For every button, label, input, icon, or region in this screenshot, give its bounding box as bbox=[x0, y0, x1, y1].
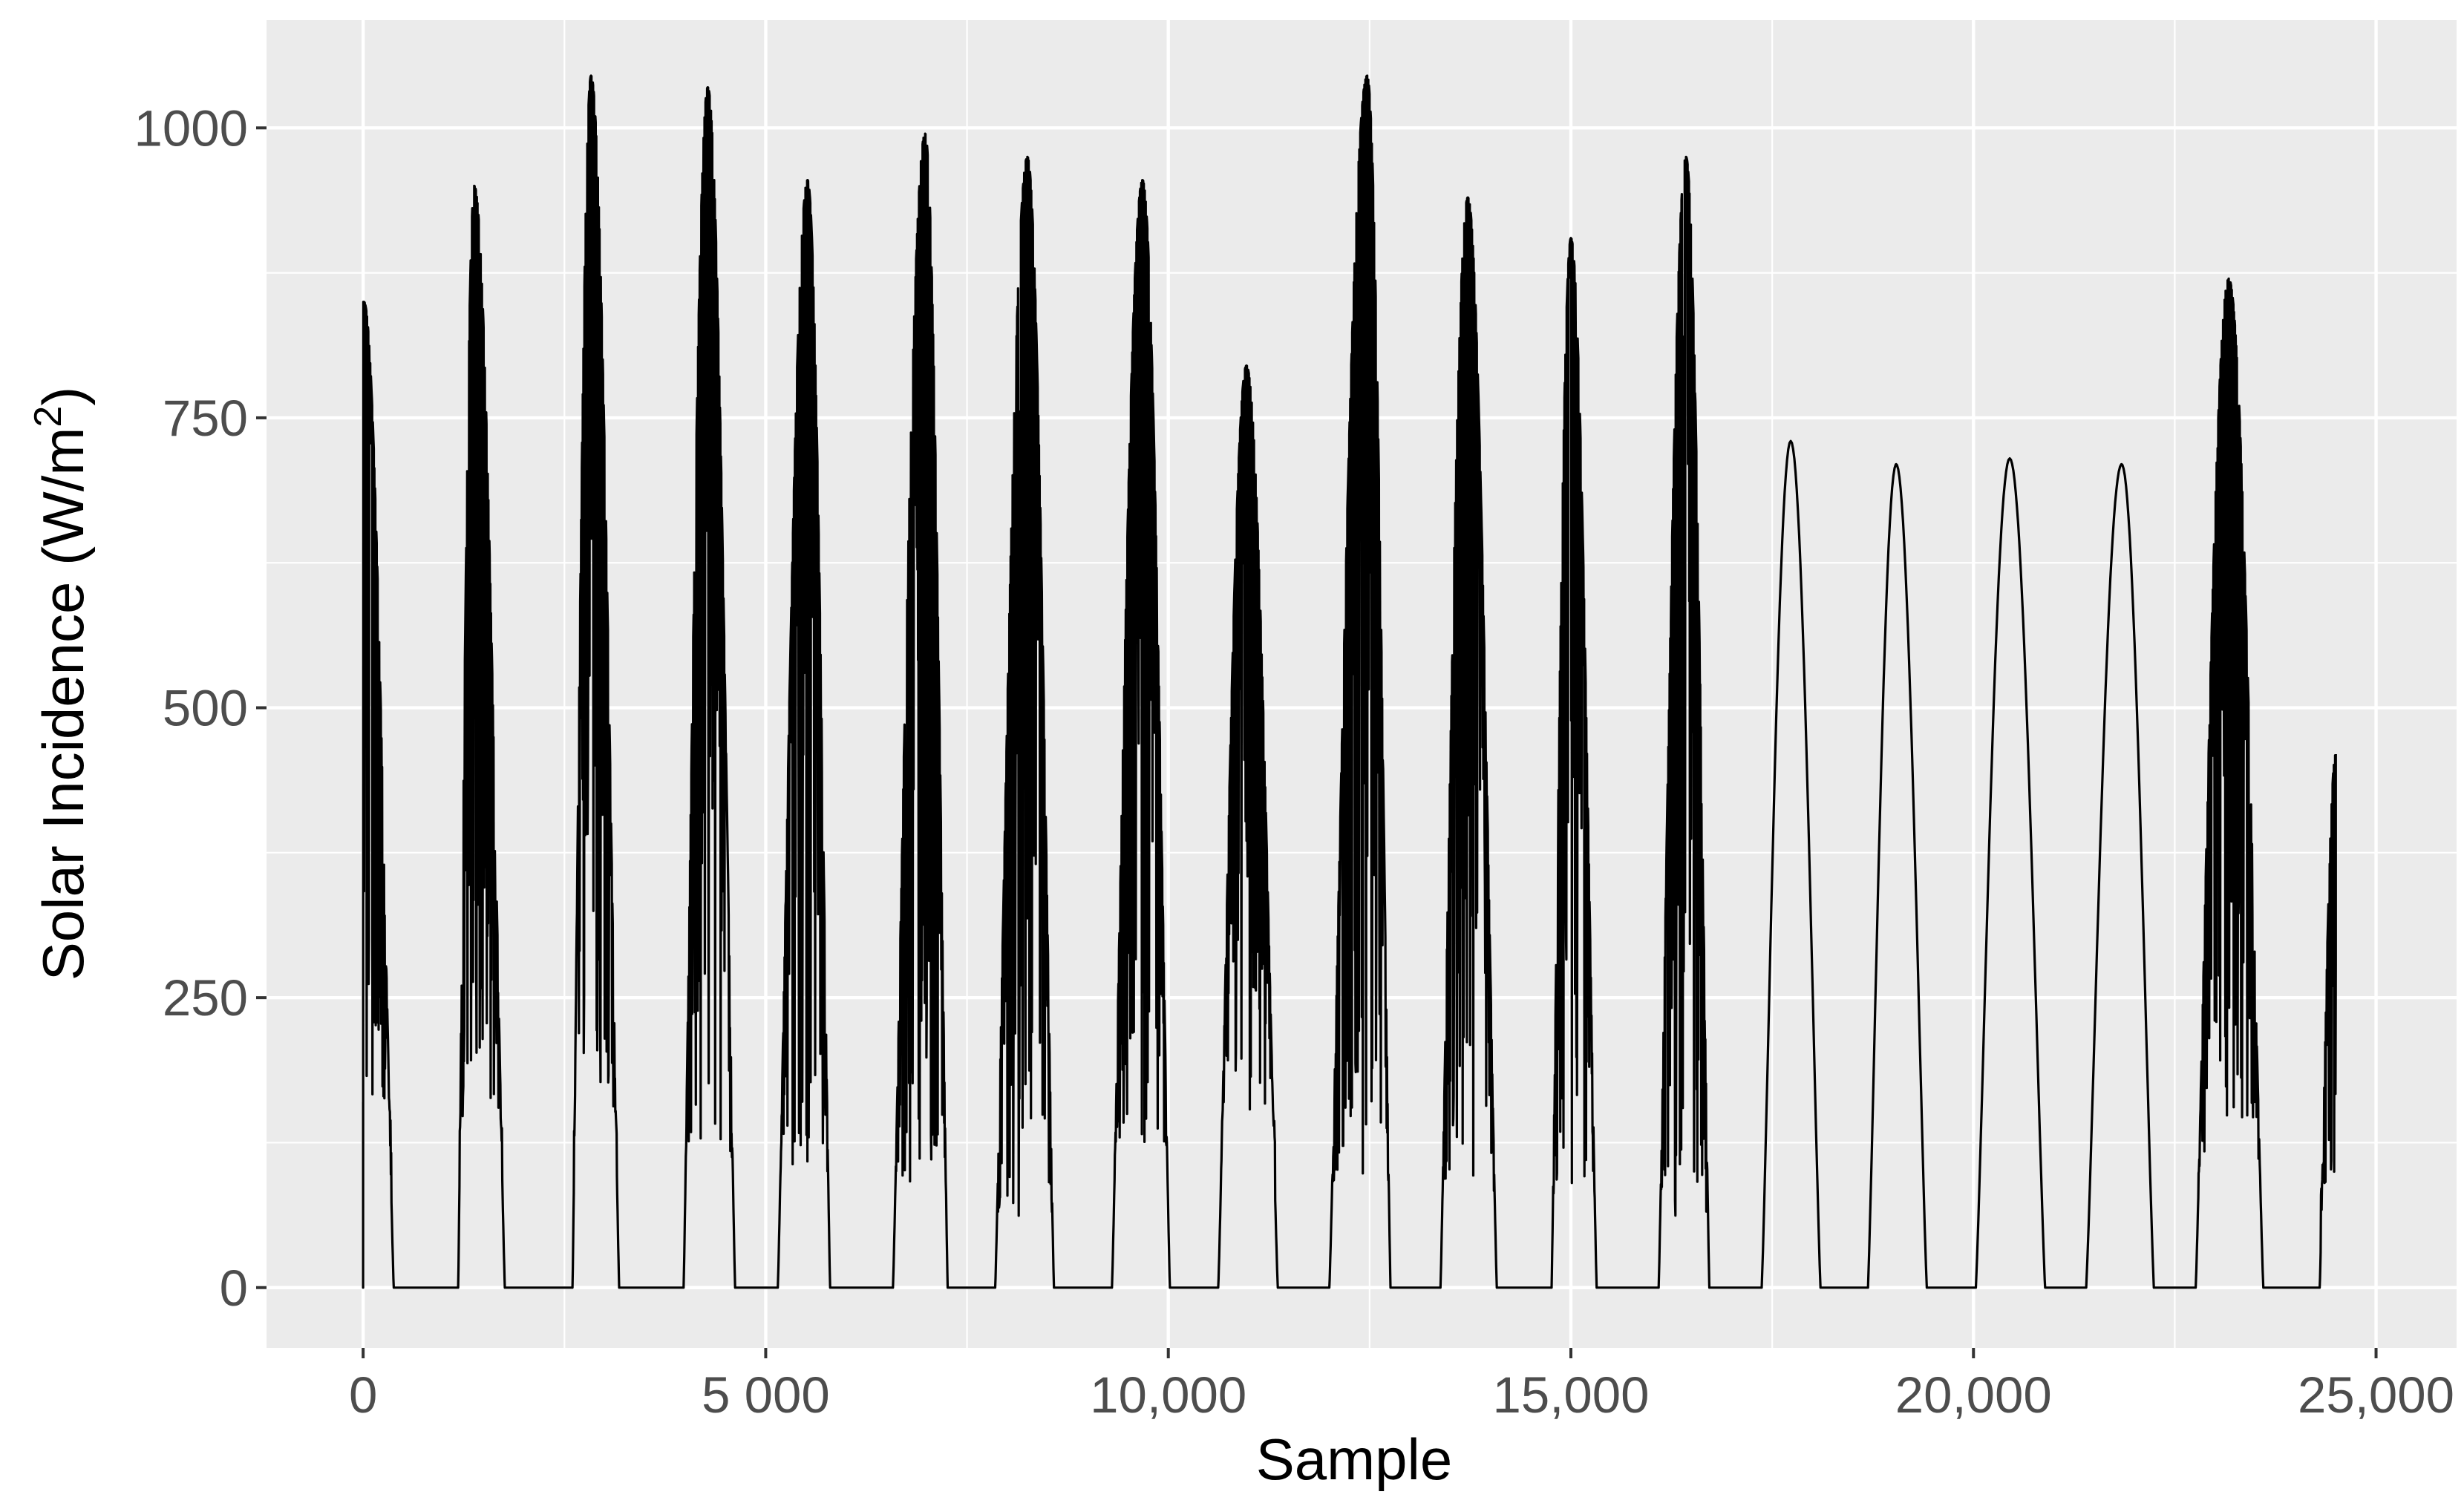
y-tick-label: 0 bbox=[220, 1260, 248, 1317]
y-tick-label: 750 bbox=[163, 390, 248, 447]
y-tick-label: 250 bbox=[163, 969, 248, 1027]
y-axis-title-superscript: 2 bbox=[27, 406, 70, 428]
x-axis: 0 5 000 10,000 15,000 20,000 25,000 bbox=[349, 1348, 2454, 1424]
x-tick-label: 20,000 bbox=[1895, 1366, 2052, 1424]
x-tick-label: 10,000 bbox=[1090, 1366, 1246, 1424]
y-axis: 0 250 500 750 1000 bbox=[134, 99, 267, 1317]
x-tick-label: 25,000 bbox=[2298, 1366, 2454, 1424]
y-axis-title-main: Solar Incidence (W/m bbox=[30, 428, 96, 981]
y-axis-title: Solar Incidence (W/m2) bbox=[27, 387, 96, 980]
y-tick-label: 500 bbox=[163, 680, 248, 737]
x-tick-label: 0 bbox=[349, 1366, 377, 1424]
x-tick-label: 15,000 bbox=[1492, 1366, 1649, 1424]
series-layer bbox=[362, 74, 2337, 1289]
x-tick-label: 5 000 bbox=[702, 1366, 830, 1424]
y-axis-title-suffix: ) bbox=[30, 387, 96, 406]
solar-incidence-line bbox=[362, 74, 2337, 1289]
x-axis-title: Sample bbox=[1256, 1427, 1452, 1492]
y-tick-label: 1000 bbox=[134, 99, 249, 157]
